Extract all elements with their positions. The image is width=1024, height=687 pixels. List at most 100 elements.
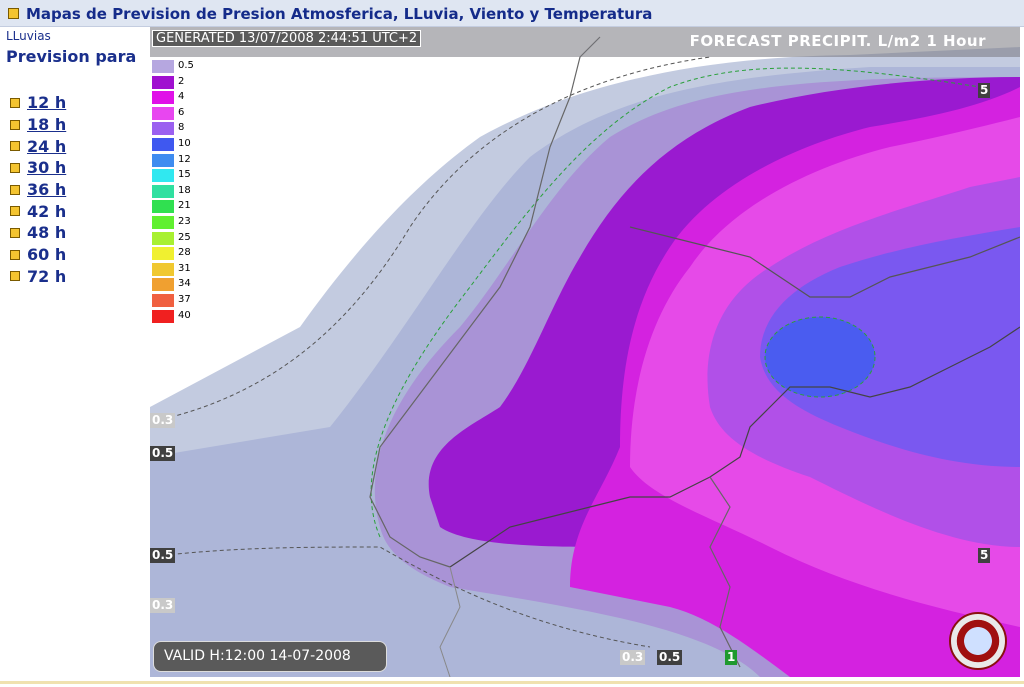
legend-row: 34 <box>150 277 214 293</box>
forecast-hour-label: 60 h <box>27 245 67 265</box>
forecast-hours-list: 12 h 18 h 24 h 30 h 36 h 42 h 48 h 60 h 72 h <box>10 92 66 287</box>
bullet-icon <box>10 162 20 173</box>
legend-row: 4 <box>150 90 214 106</box>
legend-row: 6 <box>150 106 214 122</box>
legend-value: 40 <box>178 309 191 321</box>
legend-value: 34 <box>178 278 191 290</box>
legend-value: 12 <box>178 153 191 165</box>
legend-row: 37 <box>150 293 214 309</box>
legend-row: 15 <box>150 168 214 184</box>
legend-row: 28 <box>150 246 214 262</box>
bullet-icon <box>10 271 20 282</box>
forecast-hour-label: 30 h <box>27 158 67 178</box>
legend-swatch <box>152 75 174 89</box>
legend-swatch <box>152 215 174 229</box>
forecast-hour-label: 18 h <box>27 115 67 135</box>
legend-row: 2 <box>150 75 214 91</box>
legend-value: 8 <box>178 122 185 134</box>
legend-row: 21 <box>150 199 214 215</box>
contour-label: 5 <box>978 548 991 563</box>
forecast-hour-link[interactable]: 12 h <box>10 92 66 114</box>
forecast-hour-label: 12 h <box>27 93 67 113</box>
bullet-icon <box>10 184 20 195</box>
legend-swatch <box>152 278 174 292</box>
legend-swatch <box>152 153 174 167</box>
legend-row: 12 <box>150 153 214 169</box>
legend-value: 18 <box>178 184 191 196</box>
forecast-hour-link[interactable]: 72 h <box>10 266 66 288</box>
contour-label: 0.5 <box>150 446 176 461</box>
legend-swatch <box>152 247 174 261</box>
map-graphic <box>150 27 1020 677</box>
contour-label: 1 <box>725 650 738 665</box>
forecast-hour-link[interactable]: 24 h <box>10 135 66 157</box>
legend-value: 23 <box>178 215 191 227</box>
forecast-hour-label: 36 h <box>27 180 67 200</box>
bullet-icon <box>10 227 20 238</box>
legend-swatch <box>152 106 174 120</box>
legend-value: 10 <box>178 137 191 149</box>
forecast-hour-label: 72 h <box>27 266 67 286</box>
legend-swatch <box>152 122 174 136</box>
legend-row: 0.5 <box>150 59 214 75</box>
color-legend: 0.5 2 4 6 8 10 12 15 18 21 23 25 28 31 34 37 40 <box>150 59 214 324</box>
legend-value: 0.5 <box>178 60 194 71</box>
legend-value: 2 <box>178 75 185 87</box>
contour-label: 0.3 <box>150 598 176 613</box>
bottom-divider <box>0 681 1024 684</box>
bullet-icon <box>10 97 20 108</box>
legend-value: 31 <box>178 262 191 274</box>
legend-swatch <box>152 231 174 245</box>
forecast-hour-label: 48 h <box>27 223 67 243</box>
forecast-hour-label: 24 h <box>27 136 67 156</box>
generated-timestamp: GENERATED 13/07/2008 2:44:51 UTC+2 <box>152 30 422 47</box>
title-bar: Mapas de Prevision de Presion Atmosferic… <box>0 0 1024 27</box>
title-bullet-icon <box>8 8 19 19</box>
forecast-hour-link[interactable]: 42 h <box>10 200 66 222</box>
contour-label: 0.5 <box>657 650 683 665</box>
forecast-hour-link[interactable]: 48 h <box>10 222 66 244</box>
map-header-bar: GENERATED 13/07/2008 2:44:51 UTC+2 FOREC… <box>150 27 1020 57</box>
page-title: Mapas de Prevision de Presion Atmosferic… <box>26 5 653 23</box>
logo-icon <box>949 612 1007 670</box>
precipitation-map: GENERATED 13/07/2008 2:44:51 UTC+2 FOREC… <box>150 27 1020 677</box>
legend-swatch <box>152 169 174 183</box>
bullet-icon <box>10 206 20 217</box>
forecast-hour-link[interactable]: 18 h <box>10 114 66 136</box>
bullet-icon <box>10 119 20 130</box>
legend-value: 25 <box>178 231 191 243</box>
bullet-icon <box>10 141 20 152</box>
legend-swatch <box>152 262 174 276</box>
legend-swatch <box>152 200 174 214</box>
forecast-hour-link[interactable]: 60 h <box>10 244 66 266</box>
legend-swatch <box>152 60 174 73</box>
sidebar-heading: Prevision para <box>6 47 137 66</box>
legend-value: 6 <box>178 106 185 118</box>
legend-value: 21 <box>178 200 191 212</box>
legend-row: 31 <box>150 262 214 278</box>
contour-label: 0.3 <box>620 650 646 665</box>
legend-value: 37 <box>178 293 191 305</box>
forecast-title: FORECAST PRECIPIT. L/m2 1 Hour <box>689 32 986 50</box>
forecast-hour-label: 42 h <box>27 201 67 221</box>
contour-label: 0.5 <box>150 548 176 563</box>
bullet-icon <box>10 249 20 260</box>
legend-swatch <box>152 293 174 307</box>
legend-row: 10 <box>150 137 214 153</box>
sidebar-category: LLuvias <box>6 29 51 43</box>
legend-swatch <box>152 91 174 105</box>
forecast-hour-link[interactable]: 36 h <box>10 179 66 201</box>
legend-value: 28 <box>178 247 191 259</box>
legend-value: 15 <box>178 169 191 181</box>
legend-swatch <box>152 137 174 151</box>
legend-row: 23 <box>150 215 214 231</box>
valid-time: VALID H:12:00 14-07-2008 <box>153 641 387 672</box>
forecast-hour-link[interactable]: 30 h <box>10 157 66 179</box>
contour-label: 5 <box>978 83 991 98</box>
legend-swatch <box>152 184 174 198</box>
legend-row: 8 <box>150 121 214 137</box>
contour-label: 0.3 <box>150 413 176 428</box>
legend-row: 18 <box>150 184 214 200</box>
legend-row: 40 <box>150 309 214 325</box>
legend-row: 25 <box>150 231 214 247</box>
